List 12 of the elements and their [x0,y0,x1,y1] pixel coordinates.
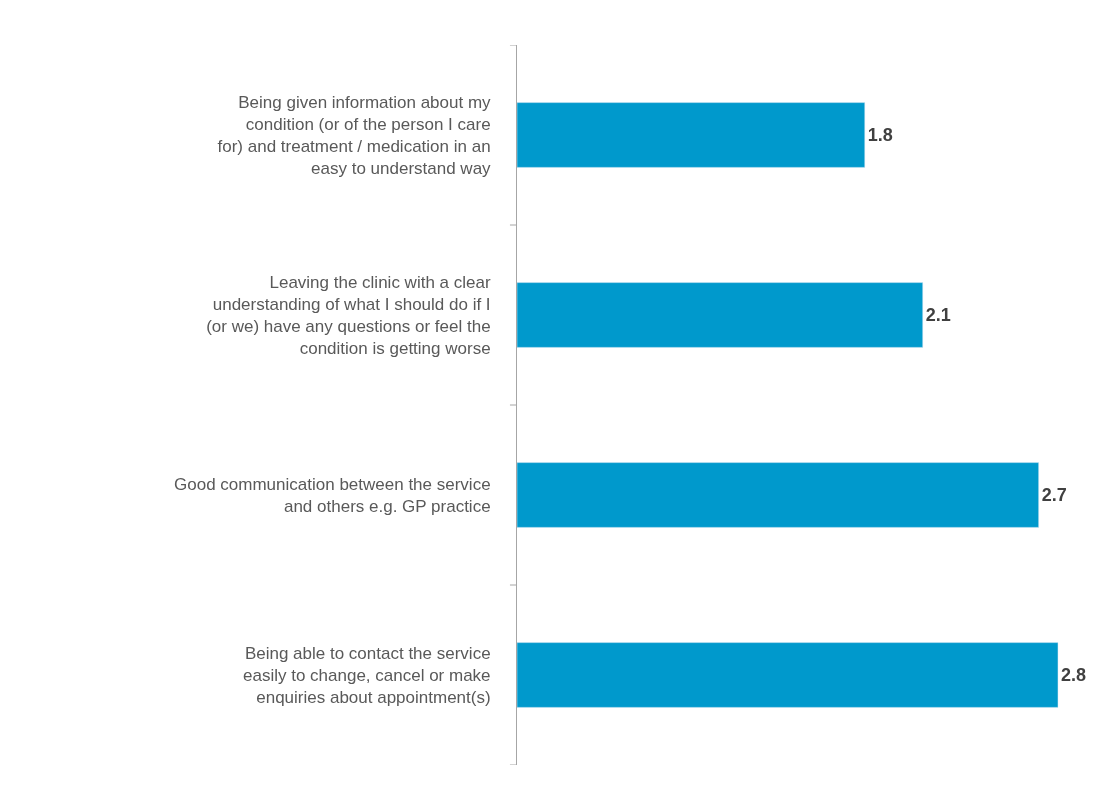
bar [517,642,1059,708]
bar [517,282,924,348]
data-label: 2.8 [1061,665,1087,685]
data-label: 2.1 [925,305,951,325]
y-tick-label: Good communication between the service and others e.g. GP practice [174,474,491,516]
bar [517,462,1039,528]
bar [517,102,866,168]
data-label: 2.7 [1041,485,1067,505]
y-tick-label: Being given information about my condition (or of the person I care for) and treatment / medication in an easy to understand way [217,92,492,179]
y-tick-label: Being able to contact the service easily to change, cancel or make enquiries about appointment(s) [243,643,491,708]
data-label: 1.8 [867,125,893,145]
y-tick-label: Leaving the clinic with a clear understanding of what I should do if I (or we) have any questions or feel the condition is getting worse [206,272,491,359]
